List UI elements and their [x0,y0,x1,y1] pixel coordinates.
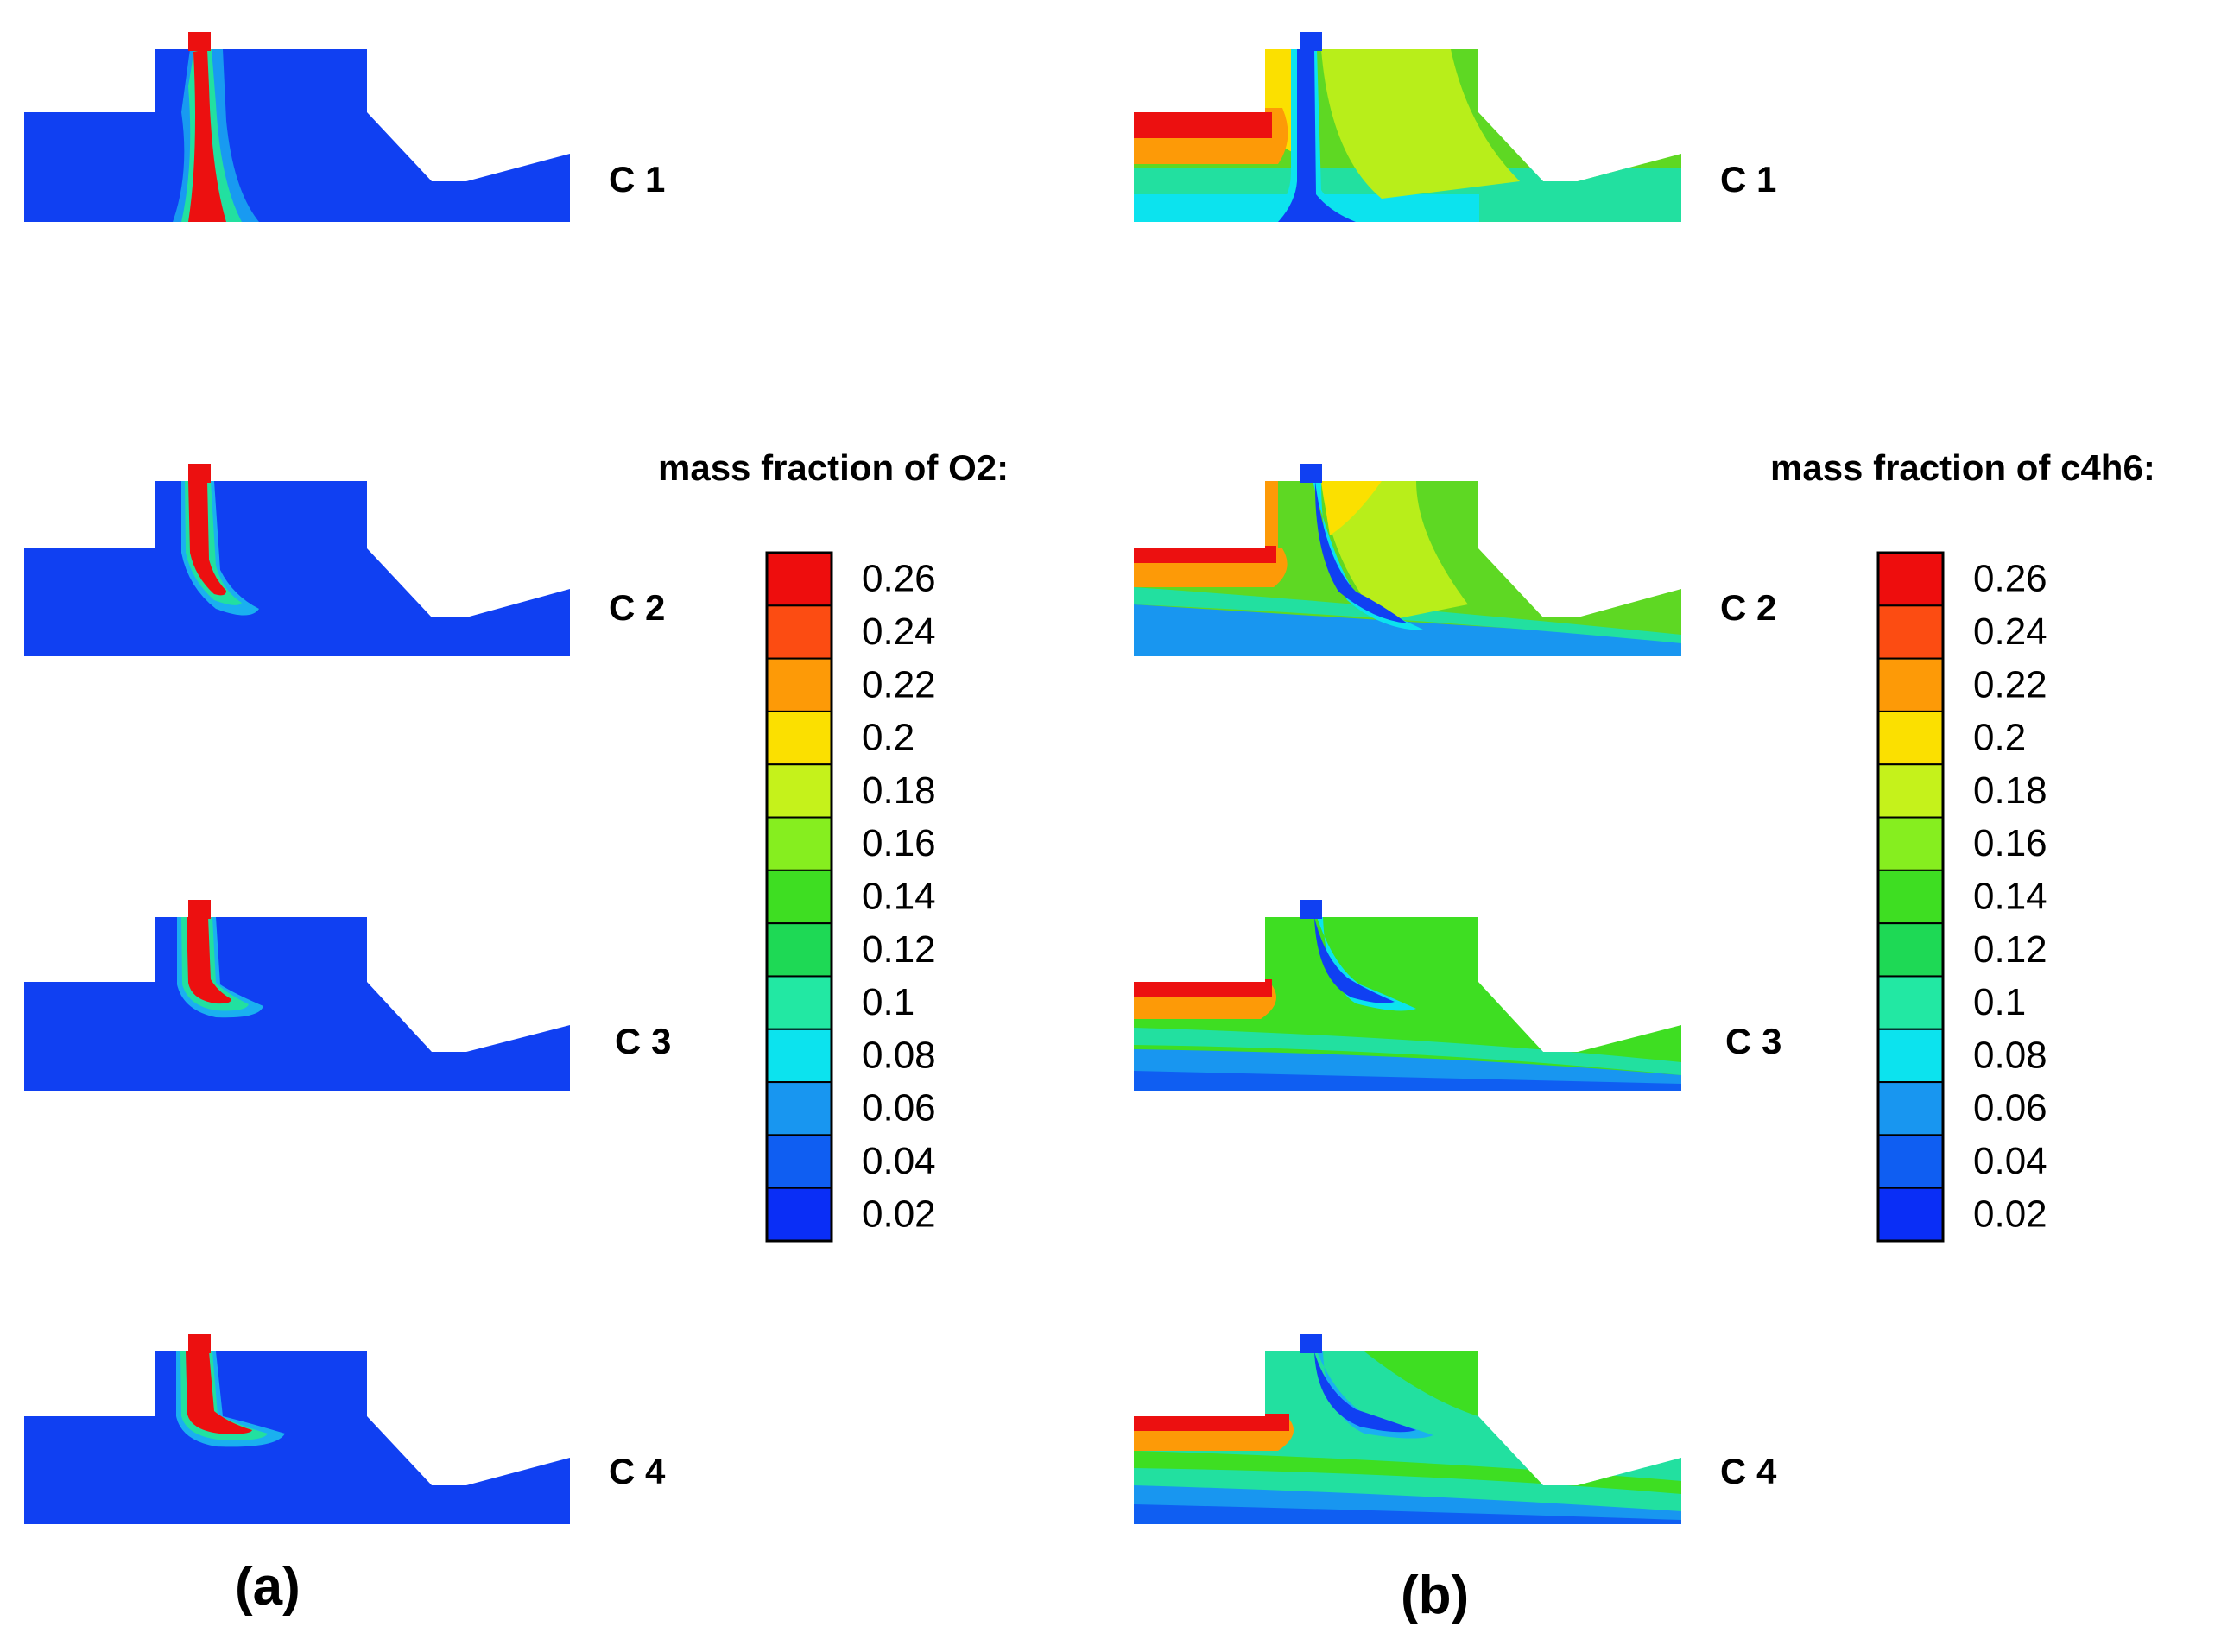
case-label-c2: C 2 [1720,587,1776,628]
o2-contour-c1 [24,32,570,222]
colorbar-swatch [1877,710,1944,766]
colorbar-swatch [766,1187,832,1242]
colorbar-tick-label: 0.02 [1973,1193,2047,1235]
colorbar-swatch [766,763,832,819]
case-label-c4: C 4 [1720,1451,1777,1491]
jet-inlet [1300,900,1322,919]
domain-fill [24,917,570,1091]
colorbar-swatch [1877,1081,1944,1136]
colorbar-swatch [766,604,832,660]
colorbar-swatch [766,816,832,871]
colorbar-swatch [1877,1134,1944,1189]
colorbar-swatch [1877,1028,1944,1084]
case-label-c1: C 1 [1720,159,1776,199]
c4h6-contour-c1 [1134,32,1681,222]
panel-a: C 1 C 2 C 3 C 4 mass fraction of O2: 0.2… [24,32,1009,1617]
colorbar-tick-label: 0.08 [1973,1034,2047,1076]
colorbar-tick-label: 0.14 [862,876,936,918]
colorbar-tick-label: 0.18 [1973,769,2047,812]
case-label-c1: C 1 [609,159,665,199]
colorbar-tick-label: 0.2 [862,717,914,759]
domain-fill [24,49,570,222]
colorbar-frame [765,551,833,1243]
colorbar-tick-label: 0.14 [1973,876,2047,918]
colorbar-swatch [766,1028,832,1084]
colorbar-swatch [1877,975,1944,1030]
colorbar-tick-label: 0.04 [862,1140,936,1182]
colorbar-swatch [766,975,832,1030]
colorbar-c4h6: 0.26 0.24 0.22 0.2 0.18 0.16 0.14 0.12 0.1 0.08 0.… [1876,551,2047,1243]
colorbar-swatch [766,657,832,712]
case-label-c3: C 3 [615,1021,671,1061]
colorbar-o2: 0.26 0.24 0.22 0.2 0.18 0.16 0.14 0.12 0.1 0.08 0.… [765,551,936,1243]
colorbar-swatch [1877,763,1944,819]
colorbar-swatch [766,1134,832,1189]
panel-label-b: (b) [1401,1566,1469,1625]
colorbar-tick-label: 0.22 [1973,663,2047,706]
c4h6-contour-c4 [1134,1334,1681,1524]
colorbar-swatch [1877,869,1944,925]
colorbar-swatch [766,922,832,978]
domain-fill [24,481,570,656]
colorbar-frame [1876,551,1945,1243]
jet-inlet [188,464,211,483]
o2-contour-c2 [24,464,570,656]
colorbar-tick-label: 0.22 [862,663,936,706]
o2-contour-c3 [24,900,570,1091]
legend-title-o2: mass fraction of O2: [658,447,1009,488]
panel-label-a: (a) [235,1557,301,1617]
colorbar-tick-label: 0.08 [862,1034,936,1076]
jet-inlet [1300,1334,1322,1353]
colorbar-tick-label: 0.1 [1973,981,2026,1023]
colorbar-tick-label: 0.26 [1973,558,2047,600]
o2-contour-c4 [24,1334,570,1524]
colorbar-tick-label: 0.12 [1973,928,2047,971]
colorbar-swatch [1877,552,1944,607]
case-label-c4: C 4 [609,1451,666,1491]
colorbar-swatch [1877,816,1944,871]
c4h6-contour-c3 [1134,900,1681,1091]
colorbar-swatch [1877,1187,1944,1242]
jet-inlet [1300,464,1322,483]
colorbar-tick-label: 0.06 [862,1087,936,1130]
colorbar-tick-label: 0.16 [862,822,936,864]
colorbar-tick-label: 0.12 [862,928,936,971]
case-label-c3: C 3 [1725,1021,1781,1061]
colorbar-tick-label: 0.06 [1973,1087,2047,1130]
colorbar-tick-label: 0.02 [862,1193,936,1235]
colorbar-swatch [1877,657,1944,712]
colorbar-swatch [766,552,832,607]
jet-inlet [188,32,211,51]
jet-inlet [1300,32,1322,51]
colorbar-tick-label: 0.26 [862,558,936,600]
domain-fill [24,1351,570,1524]
colorbar-tick-label: 0.1 [862,981,914,1023]
colorbar-swatch [766,869,832,925]
colorbar-swatch [766,710,832,766]
colorbar-tick-label: 0.18 [862,769,936,812]
c4h6-contour-c2 [1134,464,1681,656]
case-label-c2: C 2 [609,587,665,628]
colorbar-tick-label: 0.24 [862,611,936,653]
colorbar-tick-label: 0.04 [1973,1140,2047,1182]
panel-b: C 1 C 2 C 3 C 4 mass fraction of c4h6: 0… [1134,32,2155,1625]
jet-inlet [188,1334,211,1353]
colorbar-swatch [1877,604,1944,660]
legend-title-c4h6: mass fraction of c4h6: [1770,447,2155,488]
jet-inlet [188,900,211,919]
colorbar-swatch [1877,922,1944,978]
colorbar-swatch [766,1081,832,1136]
colorbar-tick-label: 0.24 [1973,611,2047,653]
colorbar-tick-label: 0.16 [1973,822,2047,864]
colorbar-tick-label: 0.2 [1973,717,2026,759]
